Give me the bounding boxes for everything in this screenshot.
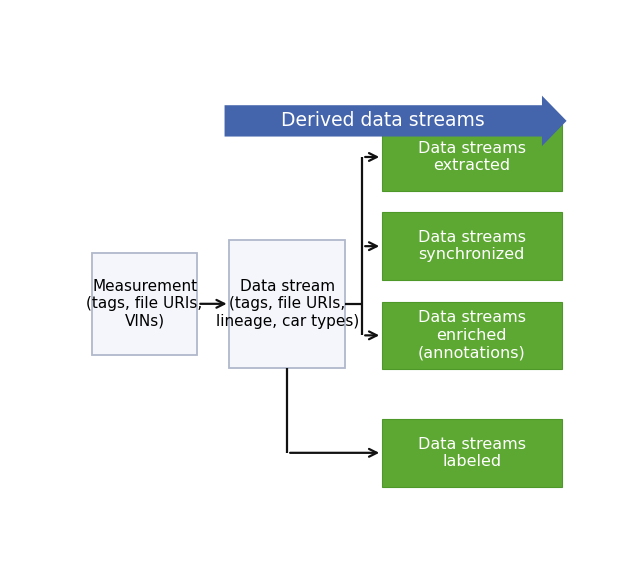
Text: Data streams
enriched
(annotations): Data streams enriched (annotations) — [418, 310, 526, 360]
Text: Measurement
(tags, file URIs,
VINs): Measurement (tags, file URIs, VINs) — [86, 279, 203, 329]
Polygon shape — [225, 95, 566, 146]
Text: Data streams
synchronized: Data streams synchronized — [418, 230, 526, 262]
Text: Data streams
labeled: Data streams labeled — [418, 437, 526, 469]
FancyBboxPatch shape — [229, 240, 345, 368]
FancyBboxPatch shape — [382, 302, 562, 369]
Text: Data streams
extracted: Data streams extracted — [418, 141, 526, 173]
Text: Data stream
(tags, file URIs,
lineage, car types): Data stream (tags, file URIs, lineage, c… — [216, 279, 359, 329]
FancyBboxPatch shape — [382, 123, 562, 191]
FancyBboxPatch shape — [382, 419, 562, 486]
FancyBboxPatch shape — [382, 212, 562, 280]
Text: Derived data streams: Derived data streams — [281, 111, 485, 131]
FancyBboxPatch shape — [91, 253, 197, 355]
